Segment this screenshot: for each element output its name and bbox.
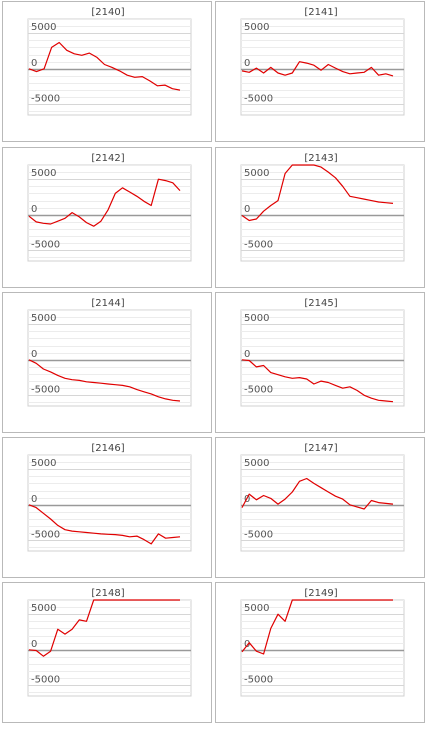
chart-svg: [2147] 5000 0 -5000: [240, 443, 405, 552]
y-tick-label: 5000: [244, 168, 269, 179]
y-tick-label: -5000: [244, 93, 273, 104]
y-tick-label: 5000: [31, 22, 56, 33]
chart-title: [2143]: [304, 153, 337, 164]
plot-area: [240, 164, 405, 262]
chart-panel: [2140] 5000 0 -5000: [2, 1, 212, 142]
chart-panel: [2145] 5000 0 -5000: [215, 292, 425, 433]
chart-panel: [2141] 5000 0 -5000: [215, 1, 425, 142]
y-tick-label: 5000: [31, 458, 56, 469]
y-tick-label: -5000: [31, 384, 60, 395]
y-tick-label: 5000: [31, 168, 56, 179]
chart-svg: [2142] 5000 0 -5000: [27, 153, 192, 262]
y-tick-label: 5000: [244, 313, 269, 324]
series-line: [241, 164, 394, 222]
chart-panel: [2146] 5000 0 -5000: [2, 437, 212, 578]
y-tick-label: -5000: [31, 529, 60, 540]
series-line: [241, 477, 394, 510]
plot-area: [27, 164, 192, 262]
series-line: [241, 61, 394, 77]
chart-svg: [2143] 5000 0 -5000: [240, 153, 405, 262]
chart-title: [2144]: [91, 298, 124, 309]
y-tick-label: 0: [244, 58, 250, 69]
series-line: [28, 599, 180, 657]
y-tick-label: 0: [31, 639, 37, 650]
y-tick-label: 5000: [244, 22, 269, 33]
y-tick-label: 0: [31, 494, 37, 505]
y-tick-label: 0: [244, 639, 250, 650]
plot-area: [240, 454, 405, 552]
plot-area: [240, 18, 405, 116]
chart-panel: [2144] 5000 0 -5000: [2, 292, 212, 433]
y-tick-label: 5000: [244, 458, 269, 469]
chart-title: [2147]: [304, 443, 337, 454]
chart-svg: [2149] 5000 0 -5000: [240, 588, 405, 697]
plot-area: [27, 599, 192, 697]
y-tick-label: 0: [244, 494, 250, 505]
chart-svg: [2146] 5000 0 -5000: [27, 443, 192, 552]
y-tick-label: 5000: [31, 603, 56, 614]
series-line: [28, 41, 181, 91]
y-tick-label: -5000: [244, 674, 273, 685]
chart-panel: [2142] 5000 0 -5000: [2, 147, 212, 288]
plot-area: [27, 454, 192, 552]
chart-svg: [2141] 5000 0 -5000: [240, 7, 405, 116]
chart-title: [2141]: [304, 7, 337, 18]
y-tick-label: 0: [31, 58, 37, 69]
y-tick-label: -5000: [244, 384, 273, 395]
chart-svg: [2145] 5000 0 -5000: [240, 298, 405, 407]
y-tick-label: -5000: [244, 529, 273, 540]
plot-area: [240, 309, 405, 407]
series-line: [241, 359, 394, 403]
chart-title: [2148]: [91, 588, 124, 599]
y-tick-label: 5000: [31, 313, 56, 324]
series-line: [28, 178, 181, 227]
chart-svg: [2148] 5000 0 -5000: [27, 588, 192, 697]
plot-area: [27, 309, 192, 407]
chart-svg: [2140] 5000 0 -5000: [27, 7, 192, 116]
y-tick-label: 0: [31, 204, 37, 215]
chart-title: [2145]: [304, 298, 337, 309]
series-line: [28, 359, 181, 402]
chart-panel: [2143] 5000 0 -5000: [215, 147, 425, 288]
plot-area: [240, 599, 405, 697]
y-tick-label: -5000: [31, 239, 60, 250]
y-tick-label: -5000: [31, 674, 60, 685]
chart-panel: [2148] 5000 0 -5000: [2, 582, 212, 723]
y-tick-label: -5000: [31, 93, 60, 104]
chart-title: [2140]: [91, 7, 124, 18]
y-tick-label: 5000: [244, 603, 269, 614]
chart-svg: [2144] 5000 0 -5000: [27, 298, 192, 407]
chart-title: [2142]: [91, 153, 124, 164]
chart-panel: [2147] 5000 0 -5000: [215, 437, 425, 578]
y-tick-label: 0: [244, 204, 250, 215]
chart-title: [2146]: [91, 443, 124, 454]
y-tick-label: -5000: [244, 239, 273, 250]
chart-panel: [2149] 5000 0 -5000: [215, 582, 425, 723]
y-tick-label: 0: [31, 349, 37, 360]
series-line: [28, 504, 181, 545]
chart-title: [2149]: [304, 588, 337, 599]
series-line: [241, 599, 393, 655]
y-tick-label: 0: [244, 349, 250, 360]
